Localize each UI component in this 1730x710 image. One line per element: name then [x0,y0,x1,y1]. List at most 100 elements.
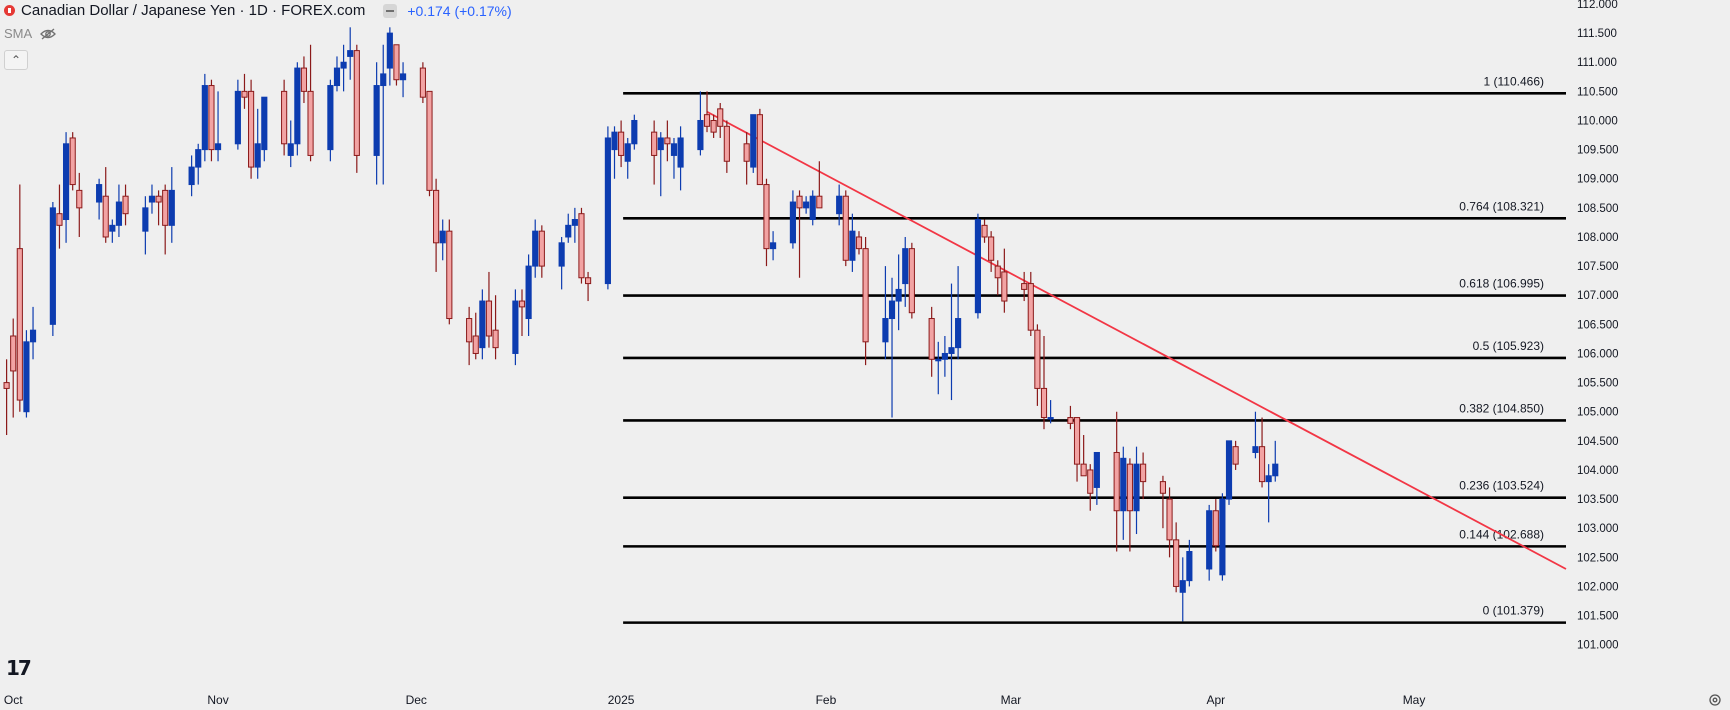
candle [578,207,585,284]
candle-body [466,318,473,343]
candle-body [558,242,565,267]
candle-body [1113,451,1120,512]
candle-body [333,67,341,87]
candle [294,62,301,156]
eye-off-icon[interactable] [40,28,57,40]
candle-body [347,50,354,57]
price-tick-label: 104.000 [1577,465,1619,477]
indicator-name[interactable]: SMA [4,26,33,41]
candle [994,260,1001,296]
candle [631,114,638,150]
candle-body [208,85,215,151]
candle [1067,405,1074,430]
candle-body [1166,498,1173,541]
candle-body [604,137,611,285]
chevron-up-icon: ⌃ [10,53,22,67]
collapse-legend-button[interactable]: ⌃ [4,50,28,70]
candle-body [723,125,730,162]
symbol-title[interactable]: Canadian Dollar / Japanese Yen · 1D · FO… [21,2,366,19]
price-axis[interactable]: 101.000 101.500 102.000 102.500 103.000 103.5… [1577,0,1619,652]
candle-body [796,195,803,209]
candle-body [565,224,572,238]
candle [670,137,678,179]
candle [756,108,763,186]
candle-body [49,207,56,325]
price-tick-label: 111.500 [1577,28,1617,40]
candle [96,178,103,220]
time-tick-label: Apr [1206,693,1225,707]
candle-body [1206,510,1213,570]
candle [512,289,519,366]
candle [56,184,63,249]
indicator-legend: SMA [4,26,57,41]
candle [248,79,255,179]
price-tick-label: 110.500 [1577,86,1618,98]
candle [743,132,750,185]
fib-level-label: 0.382 (104.850) [1459,401,1544,415]
candle [300,56,308,104]
downtrend-line[interactable] [706,110,1567,570]
tradingview-logo-icon[interactable]: 17 [6,656,32,680]
candle-body [512,300,519,354]
candle [723,120,730,173]
candle [49,202,56,336]
candle-body [538,230,545,267]
candle-body [948,347,955,354]
candle [849,213,856,272]
candle [532,219,539,278]
candle-body [1027,283,1034,331]
price-tick-label: 108.500 [1577,203,1619,215]
settings-icon[interactable] [1708,693,1722,707]
candle [1047,400,1054,424]
candle-body [109,224,116,232]
candle [1252,411,1259,459]
candle-body [1001,271,1008,302]
candle-body [426,90,433,191]
candle [836,184,843,226]
trendline[interactable] [706,110,1567,570]
candle [1258,417,1266,488]
candle [333,56,341,92]
candle [882,266,889,360]
candle-body [10,335,17,372]
candle-body [380,73,387,87]
candle [446,219,453,325]
fib-retracement[interactable]: 1 (110.466) 0.764 (108.321) 0.618 (106.995… [623,74,1566,624]
candle-body [657,137,664,151]
price-tick-label: 111.000 [1577,57,1617,69]
candle-body [763,184,770,250]
candle-body [1133,463,1140,512]
candle-body [96,184,103,203]
candle [677,126,684,191]
candle [102,167,109,243]
candle-body [69,137,76,186]
candle [1140,452,1147,500]
candle-body [677,137,684,168]
candle-body [234,90,241,145]
candle [208,79,215,162]
candle [1272,440,1279,482]
time-tick-label: Nov [207,693,228,707]
candle [1173,522,1180,593]
candle-body [1126,463,1133,512]
candle-body [988,236,995,261]
candle [796,190,803,278]
candle [1179,557,1186,622]
price-tick-label: 109.000 [1577,174,1619,186]
time-axis[interactable]: Oct Nov Dec 2025 Feb Mar Apr May [4,693,1425,707]
candle [538,225,545,278]
candle [1133,446,1140,535]
candle [624,137,631,179]
hide-minus-icon[interactable] [383,3,398,18]
candle-body [1212,510,1219,547]
candle [1219,493,1226,581]
candle [809,190,816,226]
candle [439,219,446,261]
candle [188,155,195,197]
candle [955,266,962,360]
candle-body [393,44,400,81]
candle-body [862,248,869,343]
candle-body [803,201,810,209]
candle [816,161,823,209]
